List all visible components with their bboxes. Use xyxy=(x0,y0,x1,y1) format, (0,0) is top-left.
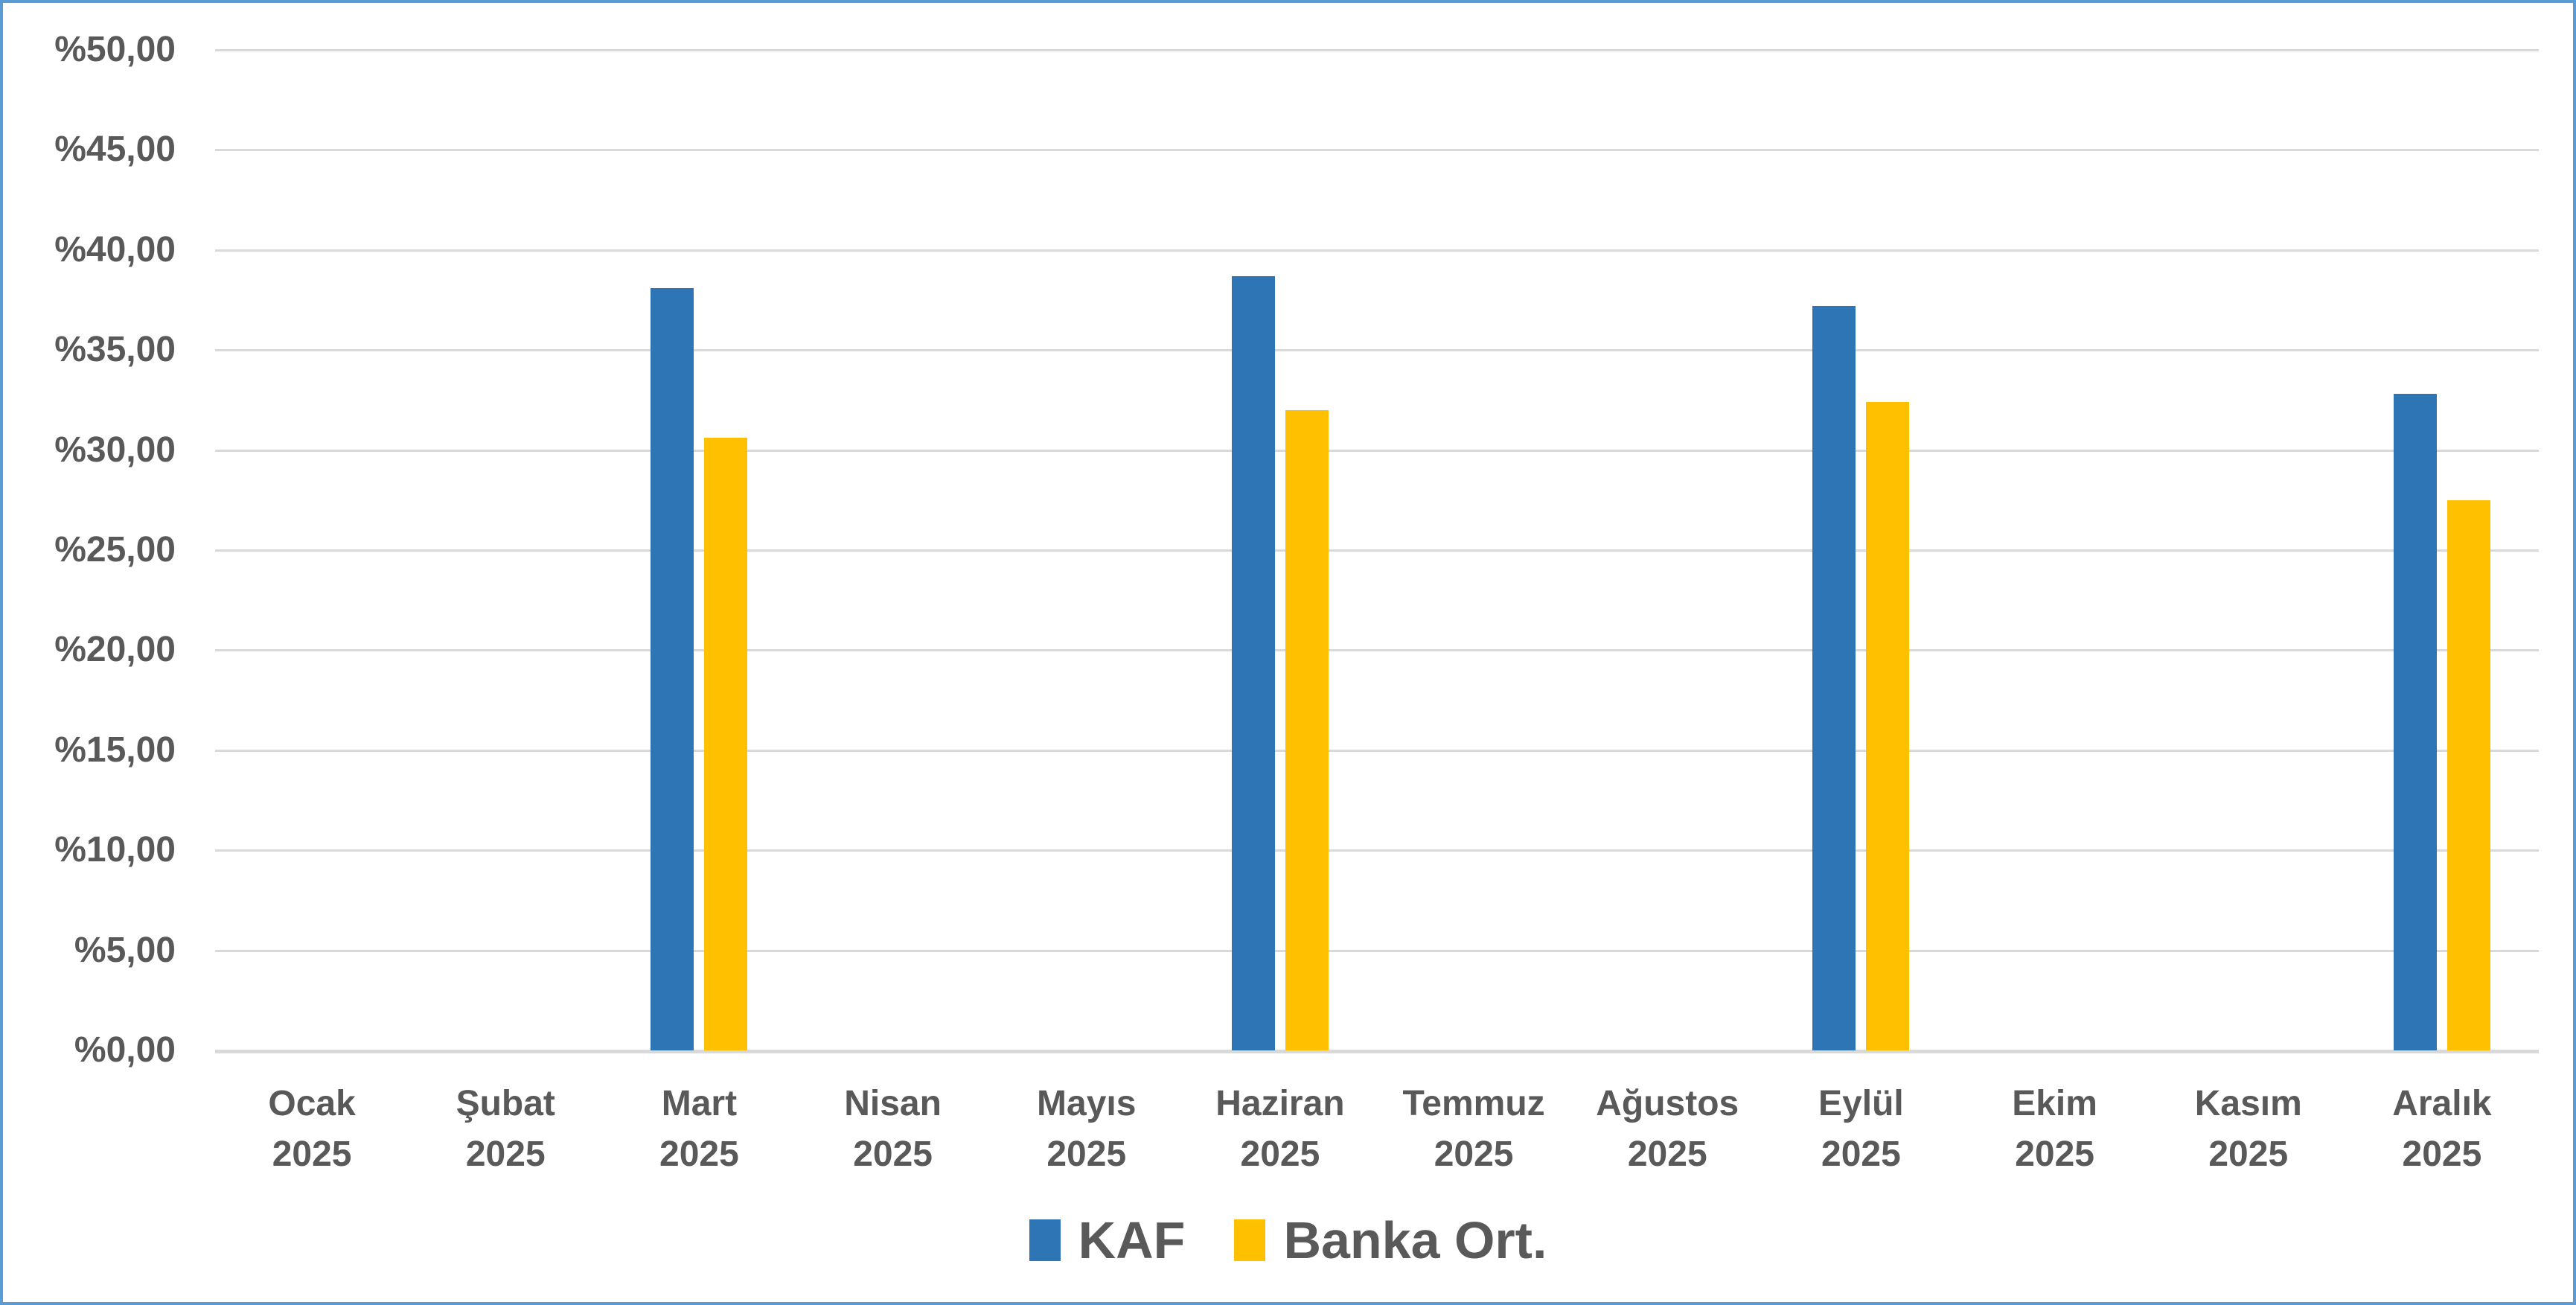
y-axis-tick-label: %0,00 xyxy=(74,1030,176,1070)
gridline xyxy=(215,349,2539,352)
gridline xyxy=(215,949,2539,952)
kaf-legend-swatch xyxy=(1029,1219,1061,1261)
bar-kaf-eylül xyxy=(1812,306,1856,1050)
x-axis-label-temmuz: Temmuz 2025 xyxy=(1377,1079,1570,1180)
month-name: Temmuz xyxy=(1402,1084,1545,1123)
month-name: Haziran xyxy=(1215,1084,1345,1123)
month-year: 2025 xyxy=(1627,1135,1707,1174)
bar-banka-ort-haziran xyxy=(1285,409,1329,1050)
gridline xyxy=(215,549,2539,552)
month-name: Şubat xyxy=(456,1084,555,1123)
y-axis-tick-label: %10,00 xyxy=(54,830,176,870)
x-axis-label-haziran: Haziran 2025 xyxy=(1183,1079,1377,1180)
y-axis-tick-label: %35,00 xyxy=(54,330,176,370)
y-axis-tick-label: %5,00 xyxy=(74,930,176,970)
bar-banka-ort-eylül xyxy=(1866,402,1910,1050)
month-name: Ağustos xyxy=(1596,1084,1739,1123)
legend-item-kaf: KAF xyxy=(1029,1210,1186,1270)
month-name: Aralık xyxy=(2392,1084,2492,1123)
gridline xyxy=(215,649,2539,652)
month-name: Kasım xyxy=(2194,1084,2302,1123)
month-year: 2025 xyxy=(2015,1135,2094,1174)
month-year: 2025 xyxy=(465,1135,546,1174)
y-axis-tick-label: %20,00 xyxy=(54,630,176,670)
y-axis-tick-label: %40,00 xyxy=(54,229,176,269)
bar-banka-ort-mart xyxy=(704,438,748,1050)
month-name: Eylül xyxy=(1818,1084,1904,1123)
x-axis-label-mayıs: Mayıs 2025 xyxy=(990,1079,1183,1180)
gridline xyxy=(215,449,2539,452)
x-axis-label-ocak: Ocak 2025 xyxy=(215,1079,409,1180)
y-axis-tick-label: %45,00 xyxy=(54,130,176,170)
month-year: 2025 xyxy=(659,1135,739,1174)
legend: KAF Banka Ort. xyxy=(3,1210,2573,1270)
gridline xyxy=(215,49,2539,51)
y-axis-tick-label: %25,00 xyxy=(54,530,176,569)
month-name: Nisan xyxy=(844,1084,942,1123)
month-year: 2025 xyxy=(2208,1135,2289,1174)
x-axis-label-eylül: Eylül 2025 xyxy=(1764,1079,1957,1180)
x-axis-label-nisan: Nisan 2025 xyxy=(796,1079,990,1180)
x-axis-label-aralık: Aralık 2025 xyxy=(2345,1079,2539,1180)
gridline xyxy=(215,1050,2539,1053)
month-name: Mayıs xyxy=(1037,1084,1137,1123)
bar-kaf-mart xyxy=(651,287,694,1050)
y-axis-tick-label: %30,00 xyxy=(54,430,176,470)
month-year: 2025 xyxy=(1821,1135,1901,1174)
month-year: 2025 xyxy=(1434,1135,1514,1174)
banka-ort-legend-swatch xyxy=(1234,1219,1266,1261)
bar-kaf-haziran xyxy=(1231,275,1275,1050)
gridline xyxy=(215,749,2539,752)
gridline xyxy=(215,149,2539,152)
x-axis-label-mart: Mart 2025 xyxy=(602,1079,796,1180)
gridline xyxy=(215,249,2539,252)
gridline xyxy=(215,849,2539,852)
month-year: 2025 xyxy=(2402,1135,2482,1174)
month-year: 2025 xyxy=(853,1135,933,1174)
banka-ort-legend-label: Banka Ort. xyxy=(1283,1211,1547,1269)
legend-item-banka-ort: Banka Ort. xyxy=(1234,1210,1547,1270)
month-name: Ocak xyxy=(268,1084,356,1123)
month-year: 2025 xyxy=(272,1135,352,1174)
x-axis-label-ekim: Ekim 2025 xyxy=(1958,1079,2152,1180)
kaf-legend-label: KAF xyxy=(1078,1211,1186,1269)
x-axis-label-kasım: Kasım 2025 xyxy=(2152,1079,2345,1180)
y-axis-tick-label: %15,00 xyxy=(54,730,176,770)
month-name: Mart xyxy=(661,1084,738,1123)
bar-banka-ort-aralık xyxy=(2446,500,2490,1050)
month-year: 2025 xyxy=(1240,1135,1320,1174)
x-axis-label-ağustos: Ağustos 2025 xyxy=(1570,1079,1764,1180)
y-axis-tick-label: %50,00 xyxy=(54,30,176,69)
month-name: Ekim xyxy=(2012,1084,2097,1123)
x-axis-label-şubat: Şubat 2025 xyxy=(409,1079,602,1180)
month-year: 2025 xyxy=(1046,1135,1127,1174)
bar-kaf-aralık xyxy=(2393,394,2437,1050)
